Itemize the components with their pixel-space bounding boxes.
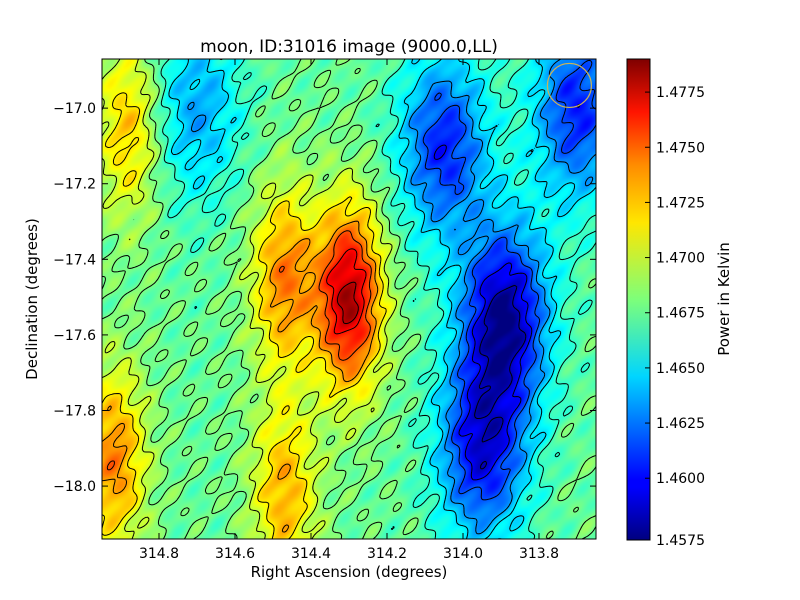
colorbar-tick-label: 1.4625	[656, 416, 705, 432]
contour-line	[106, 230, 372, 471]
contour-line	[422, 59, 596, 501]
y-tick-label: −17.6	[53, 328, 96, 344]
colorbar-tick-label: 1.4775	[656, 85, 705, 101]
contour-line	[474, 284, 527, 470]
contour-line	[168, 59, 596, 539]
contour-line	[326, 248, 367, 335]
contour-line	[102, 92, 387, 539]
colorbar-tick-label: 1.4725	[656, 195, 705, 211]
colorbar-tick-label: 1.4700	[656, 251, 705, 267]
x-tick-label: 314.0	[443, 546, 483, 562]
colorbar: 1.4600 1.4625 1.4650 1.4675 1.4700 1.4725 1.47…	[626, 58, 733, 549]
colorbar-tick-label: 1.4750	[656, 140, 705, 156]
contour-line	[336, 281, 359, 325]
y-axis-label: Declination (degrees)	[23, 218, 41, 380]
x-tick-label: 314.2	[367, 546, 407, 562]
plot-frame	[101, 58, 597, 540]
colorbar-tick-label: 1.4675	[656, 306, 705, 322]
chart-title: moon, ID:31016 image (9000.0,LL)	[200, 37, 498, 57]
colorbar-gradient	[626, 58, 651, 541]
contour-line	[160, 59, 596, 539]
y-tick-label: −17.0	[53, 101, 96, 117]
contour-line	[102, 59, 398, 539]
x-tick-label: 314.6	[215, 546, 255, 562]
x-axis: 314.8 314.6 314.4 314.2 314.0 313.8	[139, 59, 559, 562]
y-tick-label: −17.8	[53, 403, 96, 419]
y-axis: −17.0 −17.2 −17.4 −17.6 −17.8 −18.0	[53, 101, 596, 495]
contour-line	[102, 59, 596, 539]
y-tick-label: −17.2	[53, 177, 96, 193]
beam-circle	[546, 62, 593, 109]
y-tick-label: −17.4	[53, 252, 96, 268]
x-tick-label: 314.4	[291, 546, 331, 562]
x-axis-label: Right Ascension (degrees)	[251, 563, 448, 581]
y-tick-label: −18.0	[53, 479, 96, 495]
colorbar-tick-label: 1.4600	[656, 471, 705, 487]
plot-area	[101, 58, 597, 540]
contour-line	[102, 220, 379, 533]
colorbar-label: Power in Kelvin	[715, 242, 733, 356]
colorbar-tick-label: 1.4650	[656, 361, 705, 377]
contour-line	[187, 59, 596, 535]
contour-lines	[102, 59, 596, 539]
colorbar-ticks: 1.4600 1.4625 1.4650 1.4675 1.4700 1.4725 1.47…	[645, 85, 705, 549]
colorbar-tick-label: 1.4575	[656, 533, 705, 549]
x-tick-label: 314.8	[139, 546, 179, 562]
x-tick-label: 313.8	[519, 546, 559, 562]
